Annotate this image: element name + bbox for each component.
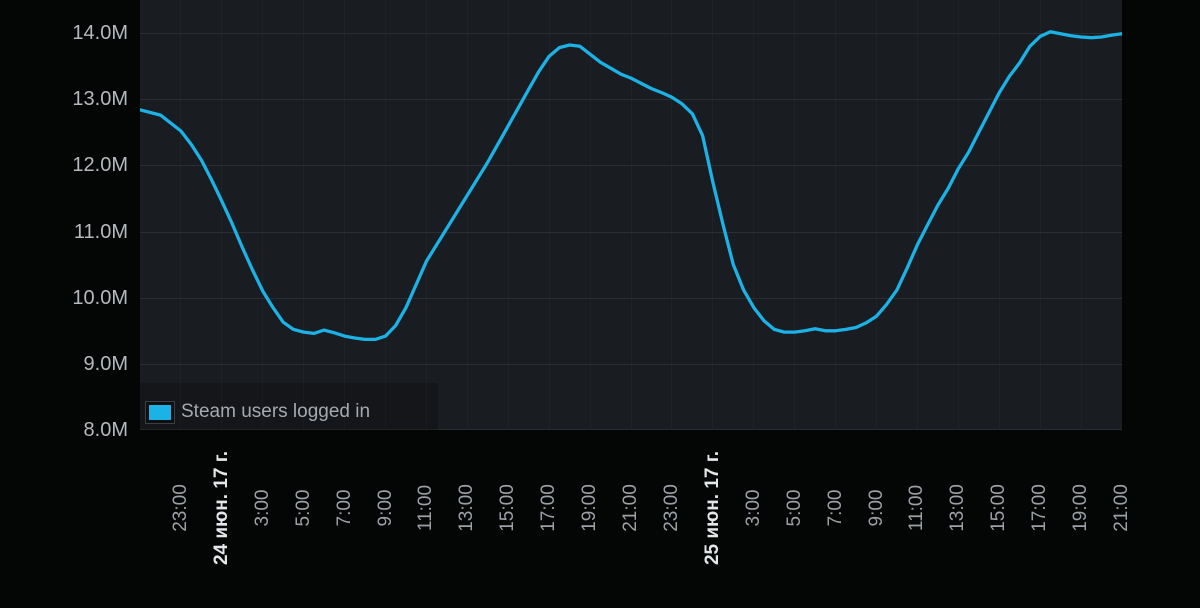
x-axis-tick-label: 11:00 [906, 484, 928, 532]
x-axis-tick-label: 9:00 [865, 489, 887, 527]
y-axis-labels: 14.0M 13.0M 12.0M 11.0M 10.0M 9.0M 8.0M [0, 0, 128, 441]
gridline-vertical [303, 0, 305, 430]
gridline-vertical [876, 0, 877, 430]
y-axis-tick-label: 13.0M [72, 88, 128, 111]
y-axis-tick-label: 11.0M [73, 220, 128, 243]
x-axis-labels: 23:00 24 июн. 17 г. 3:00 5:00 7:00 9:00 11:00 1… [0, 430, 1200, 600]
gridline-vertical [262, 0, 264, 430]
gridline-vertical [180, 0, 182, 430]
x-axis-tick-label: 19:00 [1070, 484, 1092, 532]
series-polyline [140, 30, 1122, 342]
x-axis-tick-label: 13:00 [456, 484, 478, 532]
gridline-vertical [957, 0, 959, 430]
gridline-vertical [794, 0, 796, 430]
x-axis-date-label: 25 июн. 17 г. [701, 450, 723, 566]
gridline-vertical [425, 0, 427, 430]
x-axis-tick-label: 21:00 [1111, 484, 1132, 532]
gridline-vertical [507, 0, 509, 430]
gridline-vertical [589, 0, 591, 430]
legend-background [140, 383, 438, 430]
x-axis-tick-label: 3:00 [251, 489, 273, 527]
gridline-horizontal [140, 33, 1122, 35]
gridline-horizontal [140, 363, 1122, 365]
x-axis-tick-label: 15:00 [497, 484, 519, 532]
x-axis-tick-label: 17:00 [1029, 484, 1051, 532]
gridline-horizontal [140, 99, 1122, 101]
gridline-vertical [753, 0, 755, 430]
gridline-horizontal [140, 429, 1122, 430]
y-axis-tick-label: 8.0M [83, 419, 128, 441]
y-axis-tick-label: 9.0M [83, 352, 128, 375]
gridline-vertical [712, 0, 714, 430]
x-axis-tick-label: 23:00 [169, 484, 191, 532]
gridline-vertical [1080, 0, 1082, 430]
gridline-vertical [835, 0, 837, 430]
x-axis-tick-label: 7:00 [824, 489, 846, 527]
gridline-vertical [1039, 0, 1041, 430]
gridline-horizontal [140, 231, 1122, 233]
legend-label: Steam users logged in [181, 401, 371, 422]
y-axis-tick-label: 10.0M [72, 286, 128, 309]
x-axis-tick-label: 9:00 [374, 489, 396, 527]
x-axis-tick-label: 19:00 [579, 484, 601, 532]
gridline-vertical [385, 0, 386, 430]
steam-users-line-series [140, 30, 1122, 342]
gridline-horizontal [140, 165, 1122, 167]
gridline-vertical [998, 0, 1000, 430]
gridline-vertical [916, 0, 918, 430]
x-axis-tick-label: 5:00 [783, 489, 805, 527]
x-axis-date-label: 24 июн. 17 г. [210, 450, 232, 566]
x-axis-tick-label: 5:00 [292, 489, 314, 527]
x-axis-tick-label: 13:00 [947, 484, 969, 532]
gridline-vertical [344, 0, 346, 430]
gridline-vertical [1121, 0, 1122, 430]
y-axis-tick-label: 12.0M [72, 154, 128, 177]
x-axis-tick-label: 23:00 [660, 484, 682, 532]
x-axis-tick-label: 21:00 [620, 484, 641, 532]
legend-swatch-icon [146, 401, 174, 423]
x-axis-tick-label: 15:00 [988, 484, 1010, 532]
gridline-vertical [466, 0, 468, 430]
x-axis-tick-label: 7:00 [333, 489, 355, 527]
x-axis-tick-label: 17:00 [538, 484, 560, 532]
gridline-vertical [221, 0, 223, 430]
x-axis-tick-label: 11:00 [415, 484, 437, 532]
plot-area[interactable]: Steam users logged in [140, 0, 1122, 430]
gridline-vertical [630, 0, 632, 430]
legend: Steam users logged in [146, 400, 370, 424]
gridline-vertical [671, 0, 673, 430]
gridline-horizontal [140, 297, 1122, 299]
x-axis-tick-label: 3:00 [742, 489, 764, 527]
y-axis-tick-label: 14.0M [72, 22, 128, 45]
gridline-vertical [548, 0, 550, 430]
